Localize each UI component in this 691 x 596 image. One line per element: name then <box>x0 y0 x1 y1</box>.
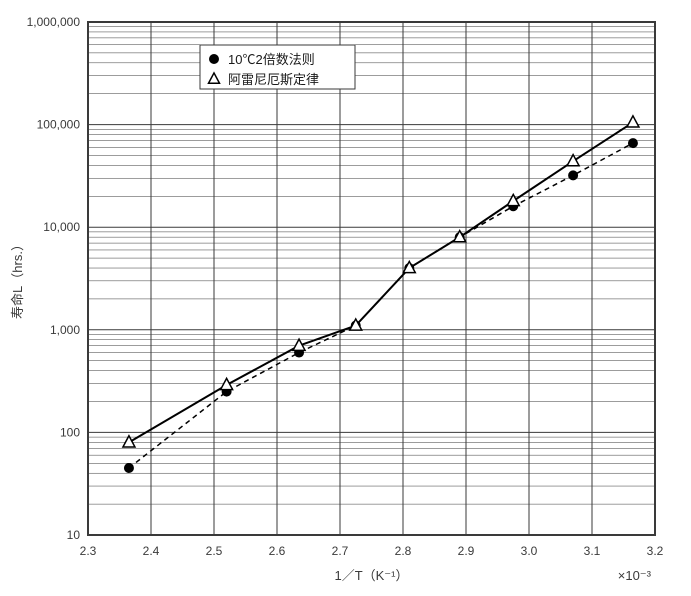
svg-text:2.5: 2.5 <box>206 544 223 558</box>
svg-text:3.0: 3.0 <box>521 544 538 558</box>
svg-text:2.7: 2.7 <box>332 544 349 558</box>
svg-text:100: 100 <box>60 425 80 439</box>
lifetime-chart: 10 100 1,000 10,000 100,000 1,000,000 2.3 2.4 2.… <box>0 0 691 596</box>
svg-text:10: 10 <box>67 528 81 542</box>
svg-text:寿命L（hrs.）: 寿命L（hrs.） <box>10 238 25 319</box>
svg-text:阿雷尼厄斯定律: 阿雷尼厄斯定律 <box>228 72 319 87</box>
svg-text:10℃2倍数法则: 10℃2倍数法则 <box>228 52 315 67</box>
svg-text:1,000,000: 1,000,000 <box>27 15 81 29</box>
svg-text:3.2: 3.2 <box>647 544 664 558</box>
svg-text:2.8: 2.8 <box>395 544 412 558</box>
svg-text:2.3: 2.3 <box>80 544 97 558</box>
svg-text:3.1: 3.1 <box>584 544 601 558</box>
svg-text:1／T（K⁻¹）: 1／T（K⁻¹） <box>334 568 408 583</box>
chart-container: 10 100 1,000 10,000 100,000 1,000,000 2.3 2.4 2.… <box>0 0 691 596</box>
svg-text:×10⁻³: ×10⁻³ <box>618 568 652 583</box>
svg-text:2.9: 2.9 <box>458 544 475 558</box>
svg-text:10,000: 10,000 <box>43 220 80 234</box>
svg-text:1,000: 1,000 <box>50 323 80 337</box>
svg-text:2.4: 2.4 <box>143 544 160 558</box>
svg-text:2.6: 2.6 <box>269 544 286 558</box>
svg-text:100,000: 100,000 <box>37 118 81 132</box>
